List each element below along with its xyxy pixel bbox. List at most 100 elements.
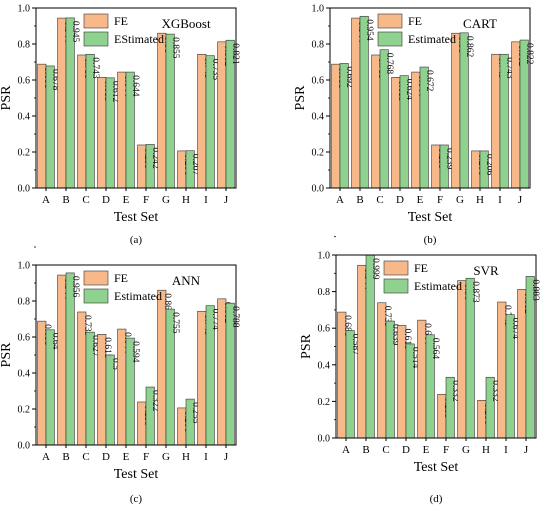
legend-label: FE [408,14,422,28]
y-tick-label: 1.0 [318,251,331,262]
x-tick-label: J [224,194,229,206]
legend: FE Estimated [377,13,456,47]
chart-title: SVR [473,263,499,278]
x-tick-label: G [162,194,170,206]
bar-value-label: 0.739 [82,315,92,337]
legend-label: FE [414,261,428,275]
y-axis-label: PSR [293,85,308,111]
x-tick-label: J [524,444,529,456]
legend-swatch [83,31,109,47]
chart-panel-3: 0.6880.640.9440.9560.7390.6270.6150.50.6… [0,246,240,505]
panel-caption: (b) [424,234,437,246]
y-tick-label: 0.0 [18,441,31,452]
legend-swatch [383,260,409,276]
bar-fe [57,17,67,189]
bar-value-label: 0.945 [70,21,80,43]
bar-value-label: 0.883 [530,279,540,301]
y-tick-label: 0.8 [312,40,325,51]
bar-value-label: 0.768 [384,53,394,75]
bar-value-label: 0.615 [402,328,412,350]
legend-label: Estimated [114,289,162,303]
bar-value-label: 0.639 [390,324,400,346]
y-axis-label: PSR [299,333,314,359]
chart-title: XGBoost [161,16,211,31]
bar-value-label: 0.862 [464,36,474,58]
y-tick-label: 0.6 [318,324,331,335]
bar-value-label: 0.954 [364,19,374,41]
x-tick-label: H [182,451,190,463]
y-tick-label: 0.6 [312,76,325,87]
bar-value-label: 0.206 [484,154,494,176]
bar-value-label: 0.692 [344,66,354,88]
y-tick-label: 0.6 [18,76,31,87]
bar-value-label: 0.735 [210,59,220,81]
y-axis-label: PSR [0,85,14,111]
y-tick-label: 0.8 [318,287,331,298]
bar-value-label: 0.242 [150,147,160,169]
bar-estimated [359,15,369,189]
legend-swatch [377,31,403,47]
bar-value-label: 0.855 [170,37,180,59]
y-tick-label: 0.2 [18,148,31,159]
bar-value-label: 0.627 [90,335,100,357]
bar-value-label: 0.821 [230,43,240,65]
bar-fe [451,32,461,189]
bar-value-label: 0.822 [524,43,534,65]
y-tick-label: 0.2 [18,405,31,416]
y-tick-label: 0.0 [318,434,331,445]
legend-label: Estimated [414,279,462,293]
y-tick-label: 0.2 [318,397,331,408]
bar-value-label: 0.64 [50,333,60,350]
panel-caption: (c) [130,493,143,505]
bar-value-label: 0.743 [504,57,514,79]
bar-fe [157,289,167,446]
y-tick-label: 0.8 [18,40,31,51]
bar-value-label: 0.207 [190,154,200,176]
x-axis-label: Test Set [414,460,459,475]
y-tick-label: 1.0 [312,4,325,15]
x-tick-label: A [42,194,50,206]
chart-panel-2: 0.6880.6920.9440.9540.7390.7680.6150.624… [293,4,534,247]
x-tick-label: C [382,444,389,456]
x-axis-label: Test Set [408,210,453,225]
bar-value-label: 0.956 [70,276,80,298]
x-tick-label: F [143,451,149,463]
y-axis-label: PSR [0,342,14,368]
x-tick-label: C [376,194,383,206]
legend-swatch [83,288,109,304]
bar-value-label: 0.594 [130,341,140,363]
legend-label: Estimated [408,32,456,46]
x-tick-label: E [123,194,130,206]
x-tick-label: C [82,451,89,463]
bar-value-label: 0.644 [422,323,432,345]
x-tick-label: G [162,451,170,463]
x-tick-label: D [396,194,404,206]
bar-value-label: 0.739 [382,306,392,328]
legend-label: FE [114,14,128,28]
y-tick-label: 0.8 [18,297,31,308]
y-tick-label: 0.6 [18,333,31,344]
bar-value-label: 0.332 [450,380,460,402]
panel-caption: (a) [130,234,143,246]
legend: FE Estimated [83,270,162,304]
x-tick-label: D [102,194,110,206]
bar-estimated [365,254,375,439]
bar-value-label: 0.678 [50,69,60,91]
bar-value-label: 0.564 [430,338,440,360]
legend-label: EStimated [114,32,164,46]
bar-value-label: 0.672 [424,70,434,92]
bar-value-label: 0.5 [110,358,120,370]
x-tick-label: H [476,194,484,206]
chart-title: ANN [172,273,201,288]
bar-value-label: 0.332 [490,380,500,402]
bar-value-label: 0.612 [110,81,120,103]
y-tick-label: 0.4 [18,112,31,123]
x-axis-label: Test Set [114,467,159,482]
x-tick-label: F [143,194,149,206]
x-tick-label: C [82,194,89,206]
legend-swatch [83,13,109,29]
bar-fe [357,264,367,439]
bar-value-label: 0.755 [170,312,180,334]
x-tick-label: B [62,451,69,463]
x-tick-label: F [443,444,449,456]
